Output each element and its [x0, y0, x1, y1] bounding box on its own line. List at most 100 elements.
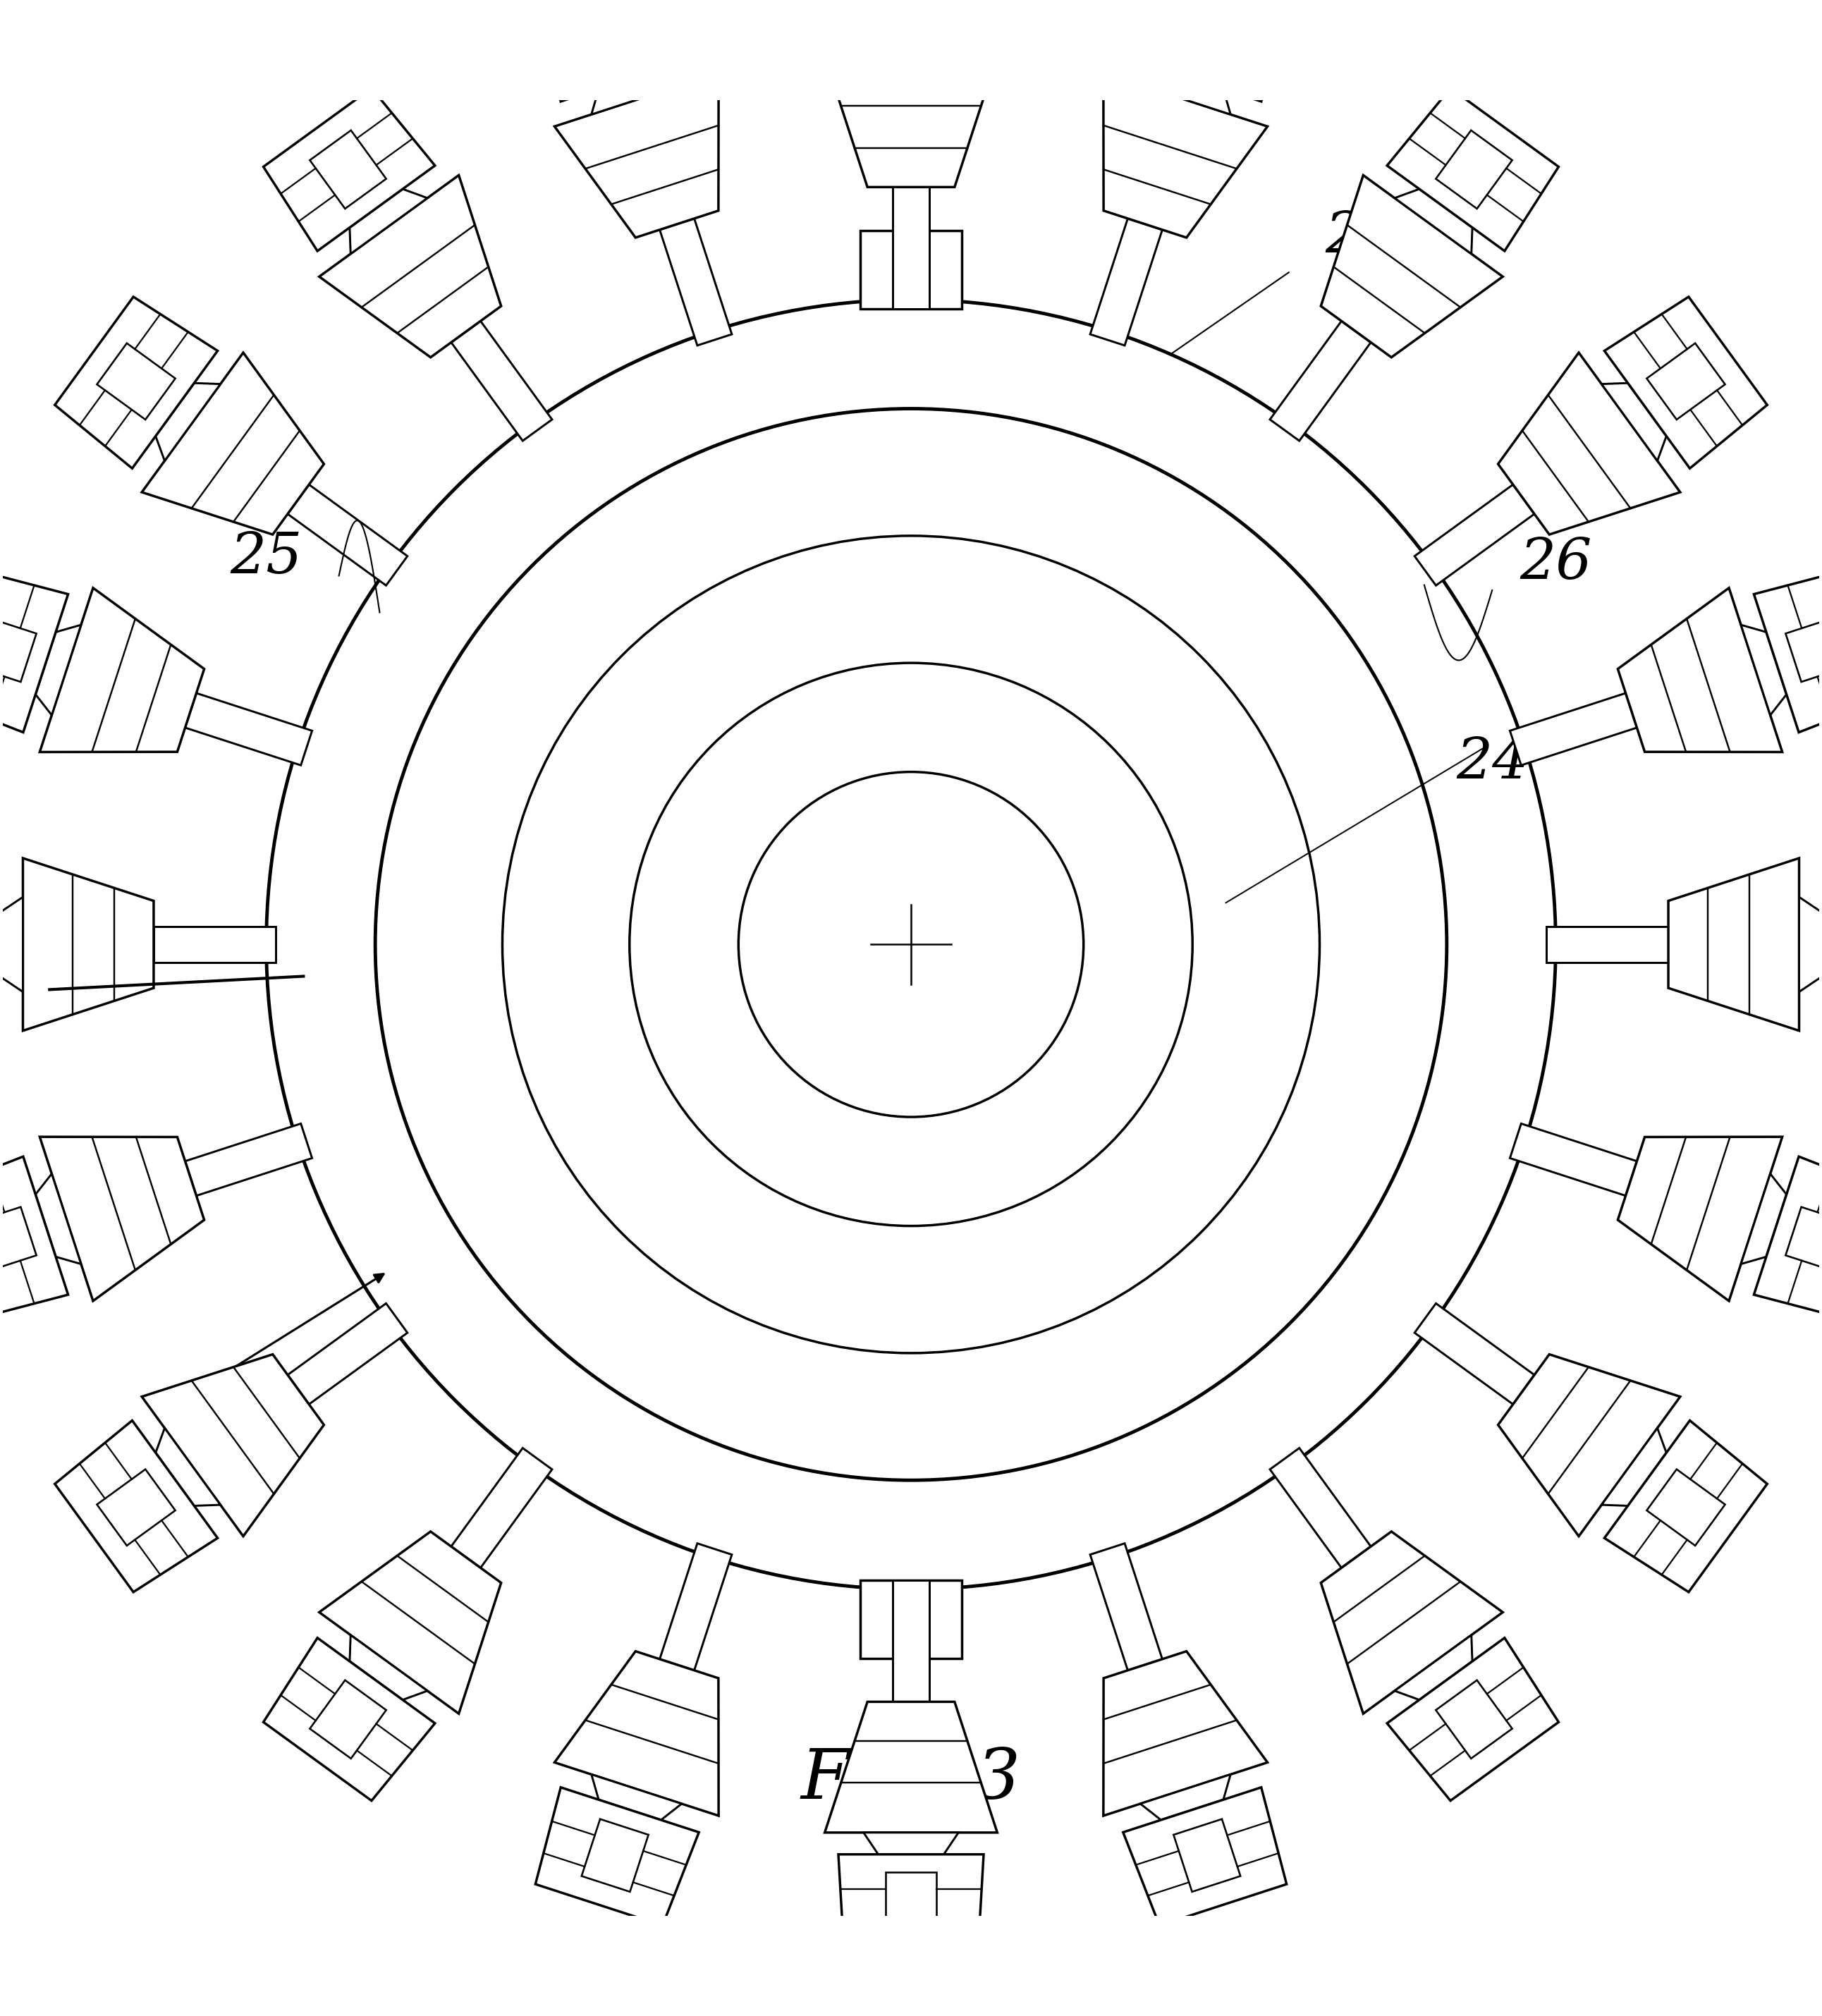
- Polygon shape: [1122, 0, 1286, 101]
- Polygon shape: [319, 1532, 501, 1714]
- Polygon shape: [1104, 73, 1268, 238]
- Polygon shape: [1090, 218, 1162, 345]
- Polygon shape: [452, 321, 552, 442]
- Polygon shape: [288, 484, 408, 585]
- Polygon shape: [1618, 1137, 1782, 1300]
- Polygon shape: [310, 131, 386, 210]
- Polygon shape: [893, 187, 929, 308]
- Polygon shape: [1742, 1173, 1787, 1264]
- Polygon shape: [350, 190, 428, 254]
- Polygon shape: [142, 353, 324, 534]
- Polygon shape: [893, 1581, 929, 1702]
- Polygon shape: [1387, 1637, 1558, 1800]
- Polygon shape: [1669, 859, 1798, 1030]
- Polygon shape: [35, 1173, 80, 1264]
- Polygon shape: [142, 1355, 324, 1536]
- Polygon shape: [1547, 925, 1669, 962]
- Polygon shape: [1786, 1208, 1822, 1274]
- Polygon shape: [536, 1788, 700, 1925]
- Polygon shape: [1798, 897, 1820, 992]
- Polygon shape: [592, 69, 681, 115]
- Polygon shape: [55, 296, 217, 468]
- Polygon shape: [1602, 1427, 1667, 1506]
- Polygon shape: [186, 694, 312, 766]
- Polygon shape: [864, 34, 958, 56]
- Polygon shape: [1647, 1470, 1725, 1546]
- Polygon shape: [1173, 1818, 1241, 1891]
- Polygon shape: [592, 1774, 681, 1820]
- Polygon shape: [35, 625, 80, 716]
- Polygon shape: [0, 1208, 36, 1274]
- Polygon shape: [554, 1651, 718, 1816]
- Polygon shape: [1270, 1447, 1370, 1568]
- Polygon shape: [885, 0, 937, 16]
- Polygon shape: [1510, 1123, 1636, 1195]
- Polygon shape: [1270, 321, 1370, 442]
- Text: 24: 24: [1456, 736, 1529, 790]
- Polygon shape: [581, 0, 649, 71]
- Polygon shape: [2, 897, 24, 992]
- Polygon shape: [1436, 131, 1512, 210]
- Polygon shape: [1510, 694, 1636, 766]
- Polygon shape: [1498, 1355, 1680, 1536]
- Polygon shape: [1786, 615, 1822, 681]
- Polygon shape: [1141, 1774, 1230, 1820]
- Text: 27: 27: [1325, 210, 1397, 264]
- Polygon shape: [1122, 1788, 1286, 1925]
- Polygon shape: [864, 1833, 958, 1855]
- Polygon shape: [536, 0, 700, 101]
- Polygon shape: [1141, 69, 1230, 115]
- Polygon shape: [1414, 484, 1534, 585]
- Polygon shape: [1414, 1304, 1534, 1405]
- Polygon shape: [1755, 1157, 1822, 1320]
- Polygon shape: [660, 1544, 732, 1671]
- Polygon shape: [554, 73, 718, 238]
- Polygon shape: [860, 1581, 962, 1659]
- Polygon shape: [1647, 343, 1725, 419]
- Polygon shape: [1104, 1651, 1268, 1816]
- Polygon shape: [310, 1679, 386, 1758]
- Polygon shape: [1602, 383, 1667, 462]
- Polygon shape: [288, 1304, 408, 1405]
- Polygon shape: [825, 56, 997, 187]
- Polygon shape: [97, 343, 175, 419]
- Polygon shape: [153, 925, 275, 962]
- Polygon shape: [1394, 1635, 1472, 1699]
- Polygon shape: [40, 1137, 204, 1300]
- Polygon shape: [885, 1873, 937, 1931]
- Polygon shape: [1498, 353, 1680, 534]
- Polygon shape: [319, 175, 501, 357]
- Polygon shape: [350, 1635, 428, 1699]
- Polygon shape: [1173, 0, 1241, 71]
- Polygon shape: [1605, 296, 1767, 468]
- Polygon shape: [0, 615, 36, 681]
- Polygon shape: [838, 0, 984, 34]
- Polygon shape: [1755, 569, 1822, 732]
- Polygon shape: [264, 1637, 435, 1800]
- Text: 26: 26: [1520, 536, 1592, 591]
- Polygon shape: [1436, 1679, 1512, 1758]
- Polygon shape: [581, 1818, 649, 1891]
- Polygon shape: [40, 589, 204, 752]
- Polygon shape: [452, 1447, 552, 1568]
- Polygon shape: [1321, 1532, 1503, 1714]
- Polygon shape: [860, 230, 962, 308]
- Text: 25: 25: [230, 530, 302, 585]
- Polygon shape: [1742, 625, 1787, 716]
- Polygon shape: [155, 383, 220, 462]
- Text: FIG. 3: FIG. 3: [802, 1746, 1020, 1814]
- Polygon shape: [1605, 1421, 1767, 1593]
- Polygon shape: [1090, 1544, 1162, 1671]
- Polygon shape: [660, 218, 732, 345]
- Polygon shape: [186, 1123, 312, 1195]
- Polygon shape: [97, 1470, 175, 1546]
- Polygon shape: [0, 569, 67, 732]
- Polygon shape: [155, 1427, 220, 1506]
- Polygon shape: [0, 1157, 67, 1320]
- Polygon shape: [838, 1855, 984, 1954]
- Polygon shape: [825, 1702, 997, 1833]
- Polygon shape: [264, 89, 435, 252]
- Polygon shape: [1321, 175, 1503, 357]
- Polygon shape: [24, 859, 153, 1030]
- Polygon shape: [1394, 190, 1472, 254]
